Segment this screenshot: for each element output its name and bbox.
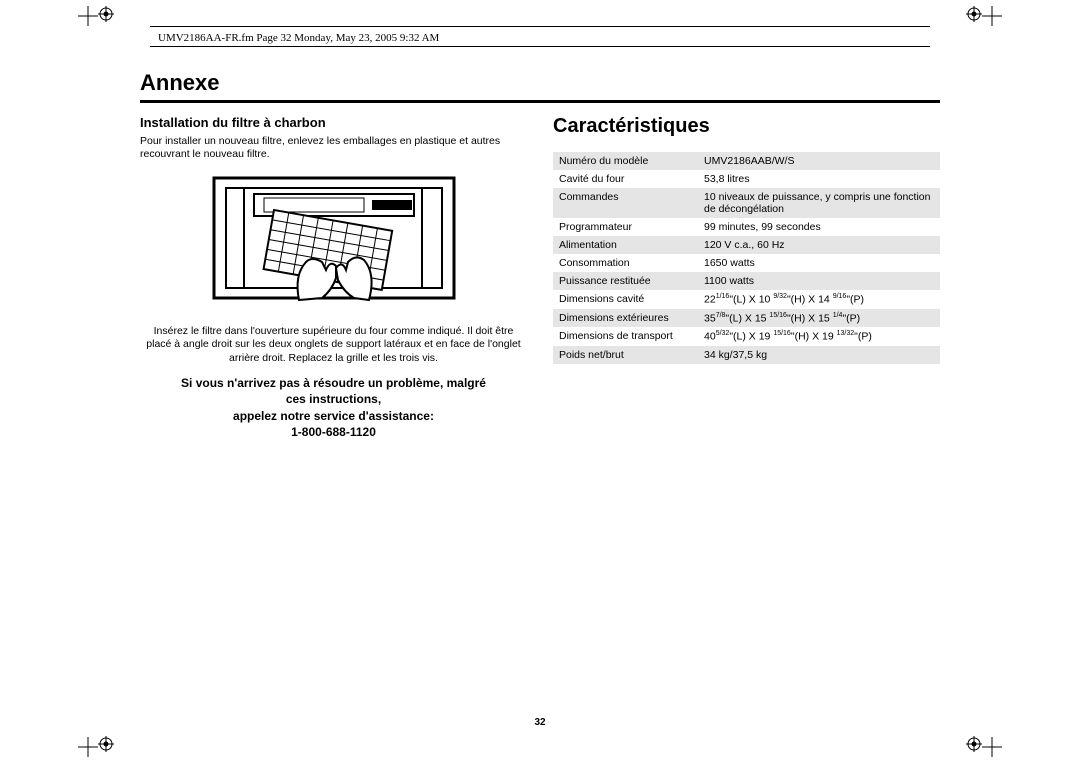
- spec-label: Alimentation: [553, 236, 698, 254]
- callout-line: appelez notre service d'assistance:: [140, 408, 527, 424]
- callout-line: ces instructions,: [140, 391, 527, 407]
- table-row: Dimensions de transport405/32"(L) X 19 1…: [553, 327, 940, 346]
- body-paragraph: Pour installer un nouveau filtre, enleve…: [140, 135, 527, 162]
- table-row: Poids net/brut34 kg/37,5 kg: [553, 346, 940, 364]
- section-heading: Caractéristiques: [553, 115, 940, 138]
- subheading: Installation du filtre à charbon: [140, 115, 527, 130]
- spec-label: Cavité du four: [553, 170, 698, 188]
- spec-label: Poids net/brut: [553, 346, 698, 364]
- right-column: Caractéristiques Numéro du modèleUMV2186…: [553, 115, 940, 440]
- crop-mark-icon: [78, 6, 98, 26]
- page-number: 32: [0, 717, 1080, 728]
- filter-install-illustration-icon: [204, 170, 464, 310]
- table-row: Dimensions extérieures357/8"(L) X 15 15/…: [553, 309, 940, 328]
- spec-label: Dimensions de transport: [553, 327, 698, 346]
- spec-label: Dimensions cavité: [553, 290, 698, 309]
- spec-label: Consommation: [553, 254, 698, 272]
- table-row: Numéro du modèleUMV2186AAB/W/S: [553, 152, 940, 170]
- crop-mark-icon: [78, 737, 98, 757]
- spec-value: 221/16"(L) X 10 9/32"(H) X 14 9/16"(P): [698, 290, 940, 309]
- spec-value: 10 niveaux de puissance, y compris une f…: [698, 188, 940, 218]
- left-column: Installation du filtre à charbon Pour in…: [140, 115, 527, 440]
- spec-value: 405/32"(L) X 19 15/16"(H) X 19 13/32"(P): [698, 327, 940, 346]
- spec-label: Programmateur: [553, 218, 698, 236]
- table-row: Puissance restituée1100 watts: [553, 272, 940, 290]
- table-row: Dimensions cavité221/16"(L) X 10 9/32"(H…: [553, 290, 940, 309]
- spec-value: 120 V c.a., 60 Hz: [698, 236, 940, 254]
- body-paragraph: Insérez le filtre dans l'ouverture supér…: [140, 325, 527, 365]
- registration-mark-icon: [966, 736, 982, 757]
- spec-value: 99 minutes, 99 secondes: [698, 218, 940, 236]
- spec-label: Numéro du modèle: [553, 152, 698, 170]
- illustration: [140, 170, 527, 315]
- table-row: Programmateur99 minutes, 99 secondes: [553, 218, 940, 236]
- horizontal-rule: [140, 100, 940, 103]
- table-row: Commandes10 niveaux de puissance, y comp…: [553, 188, 940, 218]
- callout-line: Si vous n'arrivez pas à résoudre un prob…: [140, 375, 527, 391]
- registration-mark-icon: [966, 6, 982, 27]
- spec-value: 53,8 litres: [698, 170, 940, 188]
- spec-table: Numéro du modèleUMV2186AAB/W/SCavité du …: [553, 152, 940, 364]
- spec-label: Dimensions extérieures: [553, 309, 698, 328]
- spec-label: Commandes: [553, 188, 698, 218]
- registration-mark-icon: [98, 736, 114, 757]
- crop-mark-icon: [982, 6, 1002, 26]
- page-content: Annexe Installation du filtre à charbon …: [140, 70, 940, 440]
- header-rule: [150, 46, 930, 47]
- assistance-callout: Si vous n'arrivez pas à résoudre un prob…: [140, 375, 527, 440]
- spec-label: Puissance restituée: [553, 272, 698, 290]
- section-title: Annexe: [140, 70, 940, 96]
- spec-value: 1650 watts: [698, 254, 940, 272]
- spec-value: 34 kg/37,5 kg: [698, 346, 940, 364]
- table-row: Alimentation120 V c.a., 60 Hz: [553, 236, 940, 254]
- table-row: Consommation1650 watts: [553, 254, 940, 272]
- registration-mark-icon: [98, 6, 114, 27]
- spec-value: 357/8"(L) X 15 15/16"(H) X 15 1/4"(P): [698, 309, 940, 328]
- spec-value: 1100 watts: [698, 272, 940, 290]
- callout-line: 1-800-688-1120: [140, 424, 527, 440]
- running-head: UMV2186AA-FR.fm Page 32 Monday, May 23, …: [158, 32, 439, 44]
- table-row: Cavité du four53,8 litres: [553, 170, 940, 188]
- crop-mark-icon: [982, 737, 1002, 757]
- header-rule: [150, 26, 930, 27]
- two-column-layout: Installation du filtre à charbon Pour in…: [140, 115, 940, 440]
- spec-value: UMV2186AAB/W/S: [698, 152, 940, 170]
